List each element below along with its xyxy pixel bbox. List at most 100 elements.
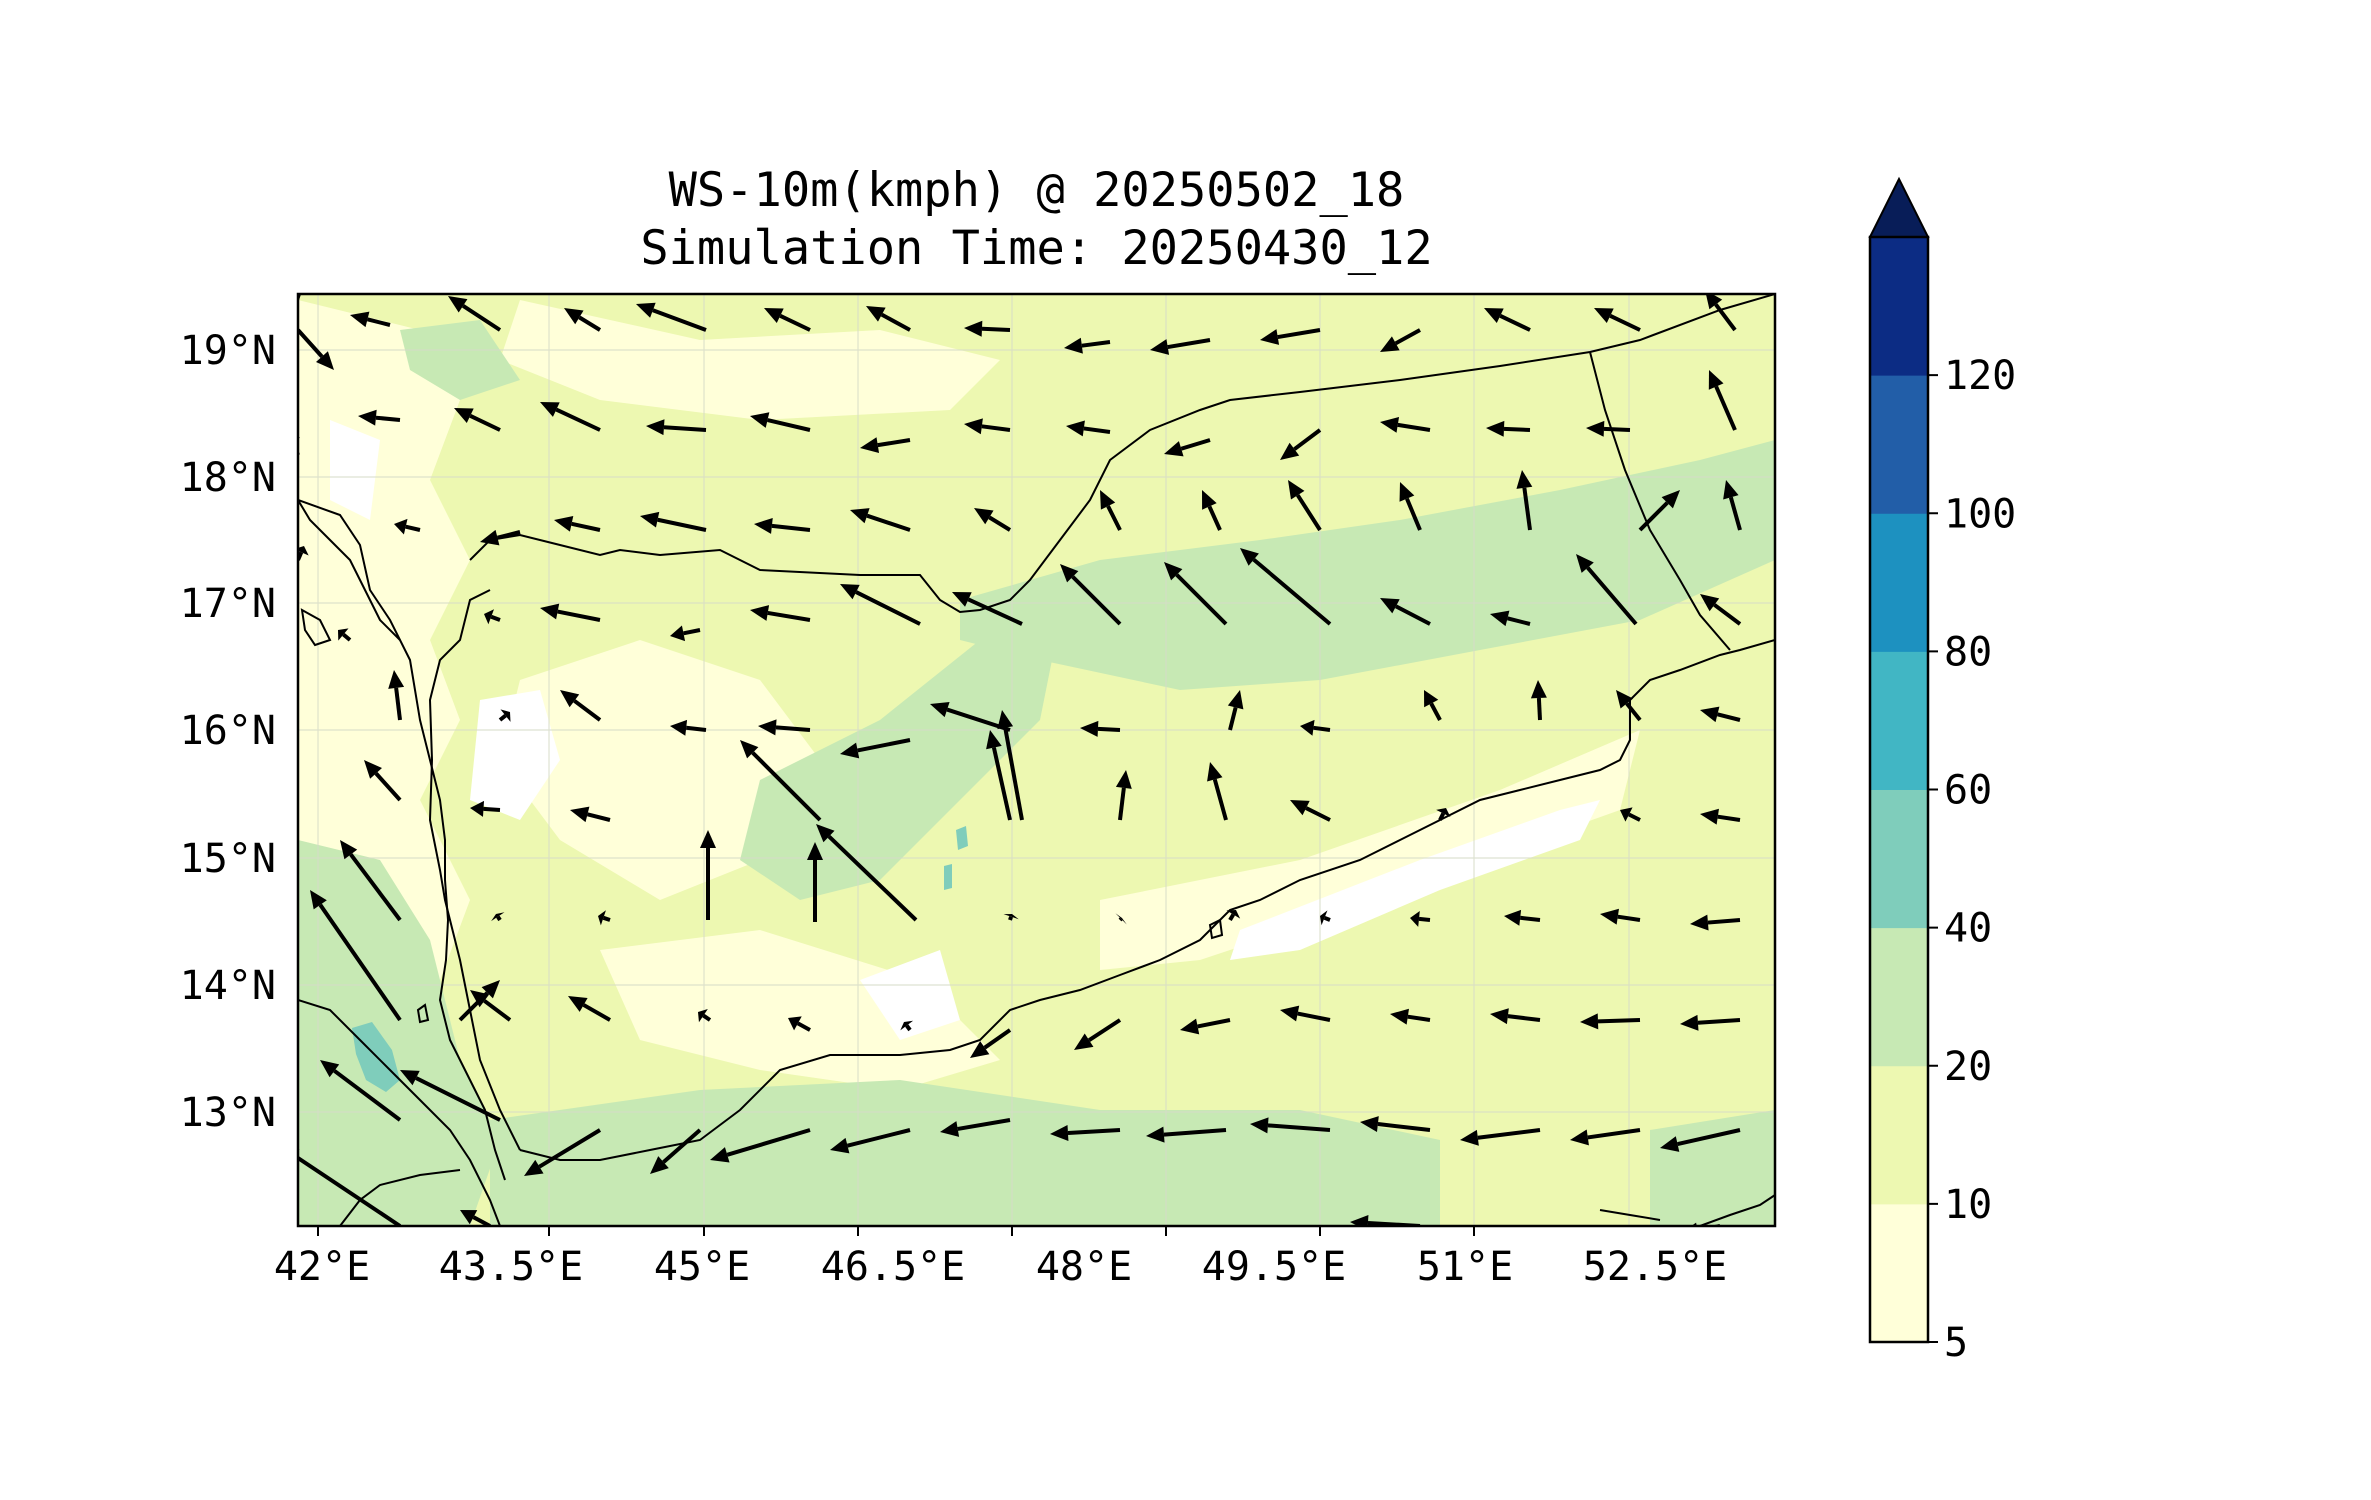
wind-vector-head [1570, 1129, 1589, 1146]
wind-vector-head [698, 1008, 708, 1023]
wind-vector-shaft [857, 738, 911, 753]
wind-vector-head [1202, 490, 1217, 510]
wind-vector-head [997, 710, 1014, 730]
wind-vector-shaft [1175, 573, 1228, 626]
wind-vector-head [1066, 420, 1085, 437]
wind-vector-head [710, 1147, 730, 1163]
contour-20to40-northwest [400, 320, 520, 400]
wind-vector-shaft [349, 853, 402, 922]
wind-vector-head [320, 1060, 340, 1078]
wind-vector-shaft [1522, 487, 1532, 531]
wind-vector-shaft [318, 903, 402, 1022]
border-yemen-oman [1589, 351, 1731, 651]
colorbar-extend-arrow [1868, 176, 1930, 238]
wind-vector-head [1250, 1117, 1269, 1134]
wind-vector-shaft [557, 609, 601, 622]
wind-vector-head [740, 740, 759, 759]
wind-vectors [298, 294, 1742, 1226]
wind-vector-shaft [866, 513, 911, 532]
wind-vector-head [1207, 762, 1223, 782]
wind-vector-head [1708, 370, 1724, 390]
wind-vector-head [754, 517, 773, 534]
wind-vector-shaft [1519, 915, 1541, 922]
wind-vector-shaft [298, 1155, 402, 1226]
wind-vector-shaft [767, 610, 811, 622]
wind-vector-shaft [571, 521, 601, 532]
wind-vector-shaft [573, 699, 602, 722]
wind-vector-shaft [726, 1128, 811, 1157]
colorbar-segment [1870, 375, 1928, 514]
wind-vector-shaft [1597, 1018, 1641, 1024]
wind-vector-shaft [1677, 1128, 1741, 1147]
wind-vector-shaft [663, 425, 707, 432]
wind-vector-shaft [1609, 313, 1641, 332]
contour-lt10-south [600, 930, 1000, 1090]
wind-vector-head [1260, 329, 1280, 345]
wind-vector-head [1380, 416, 1400, 433]
wind-vector-shaft [1163, 1128, 1227, 1137]
wind-vector-shaft [1118, 917, 1123, 922]
wind-vector-shaft [775, 725, 811, 732]
wind-vector-head [1115, 913, 1127, 925]
x-tick-label: 49.5°E [1202, 1244, 1347, 1290]
wind-vector-shaft [767, 418, 811, 432]
wind-vector-head [670, 719, 688, 736]
wind-vector-head [484, 609, 495, 625]
colorbar-level-label: 5 [1944, 1320, 1968, 1366]
wind-vector-head [1300, 719, 1315, 736]
wind-vector-shaft [1638, 501, 1669, 532]
colorbar-segment [1870, 651, 1928, 790]
contour-40to60-inland-1 [956, 826, 968, 850]
wind-vector-shaft [1405, 497, 1422, 531]
wind-vector-head [1490, 1008, 1509, 1025]
wind-vector-shaft [415, 1076, 501, 1122]
contour-20to40-southeast [1650, 1110, 1775, 1226]
wind-vector-head [900, 1020, 914, 1031]
wind-vector-shaft [1197, 1018, 1231, 1029]
wind-vector-head [1060, 564, 1079, 583]
x-axis: 42°E 43.5°E 45°E 46.5°E 48°E 49.5°E 51°E… [274, 1226, 1727, 1290]
border-djibouti [339, 1169, 461, 1226]
wind-vector-head [1074, 1033, 1094, 1050]
map-panel: 42°E 43.5°E 45°E 46.5°E 48°E 49.5°E 51°E… [180, 292, 1777, 1290]
wind-vector-head [1164, 562, 1183, 581]
map-frame [296, 292, 1777, 1228]
wind-vector-head [640, 511, 660, 528]
wind-vector-head [970, 1041, 990, 1058]
wind-vector-shaft [981, 326, 1011, 332]
wind-vector-head [554, 516, 574, 532]
coastline-somalia [1699, 1194, 1775, 1226]
wind-vector-head [1490, 610, 1510, 627]
wind-vector-head [1380, 336, 1400, 352]
wind-vector-head [1115, 770, 1132, 789]
x-tick-label: 45°E [654, 1244, 750, 1290]
x-tick-label: 43.5°E [439, 1244, 584, 1290]
wind-vector-shaft [1167, 338, 1211, 350]
wind-vector-shaft [1603, 426, 1631, 432]
wind-vector-head [1486, 420, 1505, 437]
wind-vector-head [1424, 690, 1439, 708]
wind-vector-shaft [877, 438, 911, 448]
wind-vector-shaft [405, 524, 421, 532]
wind-vector-shaft [1697, 1018, 1741, 1025]
coastline-yemen-west [428, 589, 521, 1151]
wind-vector-shaft [988, 515, 1012, 532]
wind-vector-shaft [1394, 328, 1421, 346]
wind-vector-head [750, 605, 770, 621]
wind-vector-head [1516, 470, 1533, 489]
wind-vector-head [388, 670, 405, 689]
wind-vector-head [460, 1210, 478, 1225]
y-tick-label: 17°N [180, 581, 276, 627]
wind-vector-head [850, 508, 870, 524]
wind-vector-shaft [662, 1128, 702, 1164]
wind-vector-head [1620, 807, 1633, 822]
wind-vector-head [364, 760, 382, 779]
wind-vector-head [1080, 720, 1099, 737]
wind-vector-shaft [1296, 494, 1322, 532]
coastline-west-saudi [298, 499, 401, 641]
wind-vector-shaft [1067, 1128, 1121, 1135]
wind-vector-head [470, 990, 490, 1008]
wind-vector-shaft [1586, 566, 1638, 626]
wind-vector-shaft [1106, 505, 1122, 531]
wind-vector-shaft [1625, 702, 1642, 722]
